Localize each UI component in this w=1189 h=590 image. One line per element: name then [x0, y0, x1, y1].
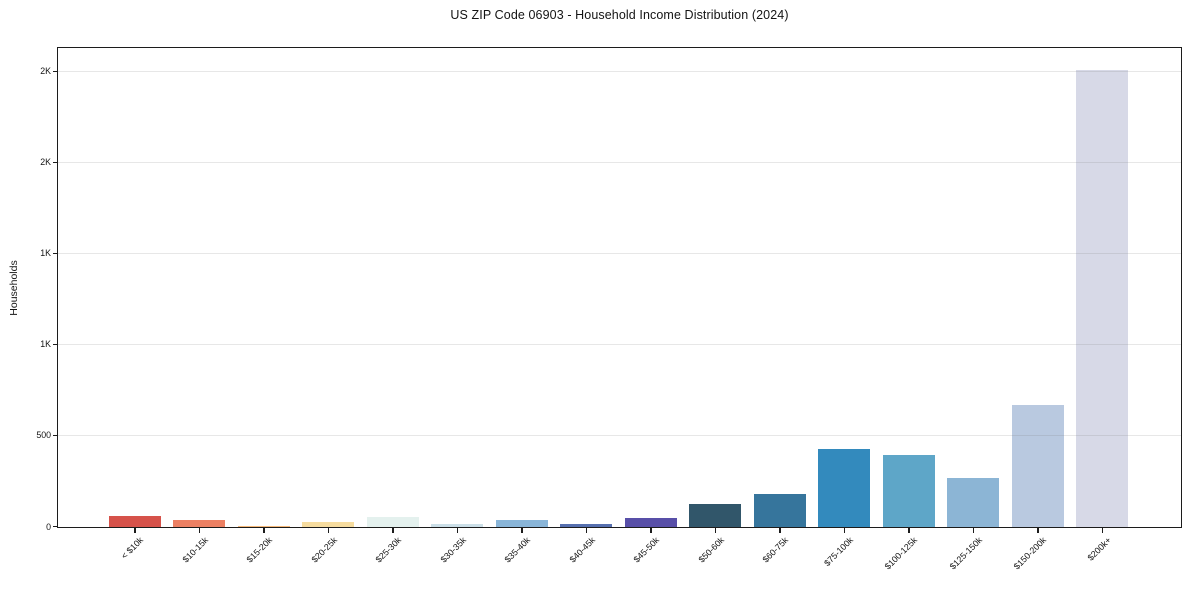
x-tick-mark — [585, 528, 588, 533]
x-tick-mark — [843, 528, 846, 533]
x-tick-mark — [521, 528, 523, 533]
x-tick-mark — [134, 528, 136, 533]
bar-$125-150k — [947, 477, 999, 527]
y-tick-mark — [53, 161, 57, 163]
x-tick-mark — [650, 528, 652, 533]
x-tick-label: $45-50k — [631, 535, 662, 565]
y-axis-label: Households — [8, 260, 20, 316]
gridline-1000 — [58, 343, 1181, 345]
x-tick-mark — [327, 528, 330, 533]
x-tick-label: $100-125k — [882, 535, 920, 572]
y-tick-label: 1K — [40, 248, 51, 259]
x-tick-label: $10-15k — [180, 535, 210, 565]
y-tick-label: 1K — [40, 339, 51, 350]
bar-$60-75k — [753, 493, 806, 527]
bar-< $10k — [108, 515, 161, 527]
bar-$50-60k — [689, 504, 741, 527]
bar-$35-40k — [495, 520, 548, 527]
bar-$75-100k — [818, 448, 870, 527]
gridline-1500 — [58, 252, 1181, 254]
x-tick-label: $125-150k — [947, 535, 984, 572]
bar-$45-50k — [624, 517, 677, 527]
x-tick-mark — [714, 528, 717, 533]
y-tick-mark — [53, 434, 57, 437]
x-tick-mark — [1101, 528, 1104, 533]
bar-$100-125k — [882, 455, 935, 527]
plot-area — [57, 47, 1182, 528]
y-tick-mark — [53, 343, 57, 345]
x-tick-mark — [456, 528, 459, 533]
x-tick-label: $20-25k — [309, 535, 339, 565]
x-tick-mark — [263, 528, 265, 533]
x-tick-label: $15-20k — [244, 535, 275, 565]
x-tick-label: $30-35k — [438, 535, 468, 565]
bar-$200k+ — [1076, 69, 1128, 527]
x-tick-label: $75-100k — [821, 535, 855, 569]
x-tick-label: $35-40k — [502, 535, 533, 565]
x-tick-mark — [1037, 528, 1039, 533]
y-tick-mark — [53, 525, 57, 528]
x-tick-label: < $10k — [119, 535, 146, 561]
x-tick-mark — [908, 528, 910, 533]
bar-$30-35k — [431, 524, 483, 527]
y-tick-mark — [53, 70, 57, 72]
y-tick-label: 0 — [46, 521, 51, 532]
bar-$20-25k — [302, 521, 354, 527]
y-tick-label: 2K — [40, 157, 51, 168]
x-tick-label: $60-75k — [760, 535, 791, 565]
x-tick-label: $200k+ — [1084, 535, 1113, 563]
x-tick-label: $50-60k — [696, 535, 726, 565]
y-tick-label: 2K — [40, 66, 51, 77]
gridline-2500 — [58, 70, 1181, 72]
bar-$40-45k — [560, 523, 612, 527]
gridline-2000 — [58, 161, 1181, 163]
x-tick-label: $25-30k — [373, 535, 404, 565]
chart-title: US ZIP Code 06903 - Household Income Dis… — [450, 8, 789, 22]
y-tick-mark — [53, 252, 57, 254]
bar-$15-20k — [237, 526, 290, 527]
bar-$10-15k — [173, 519, 225, 527]
x-tick-mark — [972, 528, 975, 533]
x-tick-mark — [779, 528, 781, 533]
x-tick-label: $40-45k — [567, 535, 597, 565]
y-tick-label: 500 — [36, 430, 51, 441]
bar-$150-200k — [1011, 405, 1064, 527]
gridline-500 — [58, 434, 1181, 436]
bar-$25-30k — [366, 517, 419, 527]
x-tick-mark — [392, 528, 394, 533]
x-tick-label: $150-200k — [1011, 535, 1049, 572]
x-tick-mark — [198, 528, 201, 533]
